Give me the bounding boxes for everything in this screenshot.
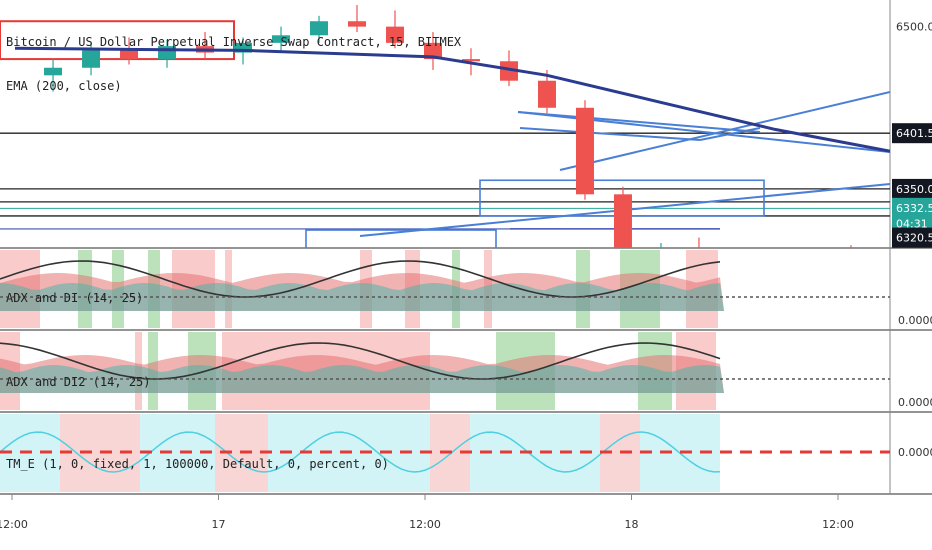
candles — [44, 5, 932, 270]
candle-body — [423, 42, 442, 60]
candle-body — [310, 21, 329, 36]
candle-body — [766, 262, 784, 270]
price-tag-label: 6320.5 — [896, 232, 932, 245]
price-panel[interactable] — [0, 5, 932, 284]
candle-body — [575, 107, 594, 195]
candle-body — [804, 259, 822, 270]
price-tag-label: 04:31 — [896, 218, 928, 231]
adx-line — [0, 342, 721, 380]
symbol-title: Bitcoin / US Dollar Perpetual Inverse Sw… — [6, 35, 462, 49]
candle-body — [842, 259, 860, 264]
ema-legend: EMA (200, close) — [6, 79, 122, 93]
price-tag-bg — [892, 227, 932, 248]
chart-frame — [0, 0, 932, 495]
candle-body — [537, 80, 556, 108]
tm-e-legend: TM_E (1, 0, fixed, 1, 100000, Default, 0… — [6, 457, 389, 471]
trend-line — [699, 127, 761, 141]
candle-body — [499, 61, 518, 81]
tm-e-line — [0, 431, 721, 473]
candle-body — [461, 59, 480, 62]
price-tag-label: 6332.5 — [896, 202, 932, 215]
adx-di-panel[interactable]: 0.0000 — [0, 250, 932, 328]
blue-range-box — [305, 229, 497, 248]
time-tick-label: 18 — [625, 518, 639, 531]
candle-body — [348, 21, 367, 27]
adx-di2-panel[interactable]: 0.0000 — [0, 332, 932, 410]
price-tag-bg — [892, 178, 932, 199]
adx-di2-legend: ADX and DI2 (14, 25) — [6, 375, 151, 389]
ema-200-line — [14, 46, 890, 153]
candle-body — [234, 42, 253, 53]
time-tick-label: 12:00 — [409, 518, 441, 531]
candle-body — [918, 254, 932, 267]
price-tag-bg — [892, 123, 932, 144]
price-tag-bg — [892, 197, 932, 218]
tm-e-panel[interactable]: 0.0000 — [0, 414, 932, 492]
candle-body — [44, 67, 63, 76]
adx-di-legend: ADX and DI (14, 25) — [6, 291, 143, 305]
time-tick-label: 12:00 — [0, 518, 28, 531]
trend-line — [559, 91, 890, 171]
candle-body — [613, 194, 632, 248]
price-tag-label: 6350.0 — [896, 183, 932, 196]
trend-line — [517, 111, 761, 133]
time-tick-label: 17 — [212, 518, 226, 531]
y-tick-label: 0.0000 — [898, 314, 932, 327]
horizontal-levels[interactable] — [0, 132, 890, 230]
candle-body — [386, 26, 404, 43]
y-tick-label: 0.0000 — [898, 396, 932, 409]
price-tag-label: 6401.5 — [896, 127, 932, 140]
time-tick-label: 12:00 — [822, 518, 854, 531]
red-range-box — [0, 20, 235, 61]
candle-body — [728, 262, 746, 266]
y-tick-label: 0.0000 — [898, 446, 932, 459]
y-tick-label: 6500.0 — [896, 21, 932, 34]
candle-body — [880, 254, 898, 265]
candle-body — [82, 50, 101, 68]
adx-line — [0, 260, 721, 298]
candle-body — [120, 50, 139, 60]
candle-body — [272, 35, 291, 43]
trend-line — [519, 127, 701, 141]
